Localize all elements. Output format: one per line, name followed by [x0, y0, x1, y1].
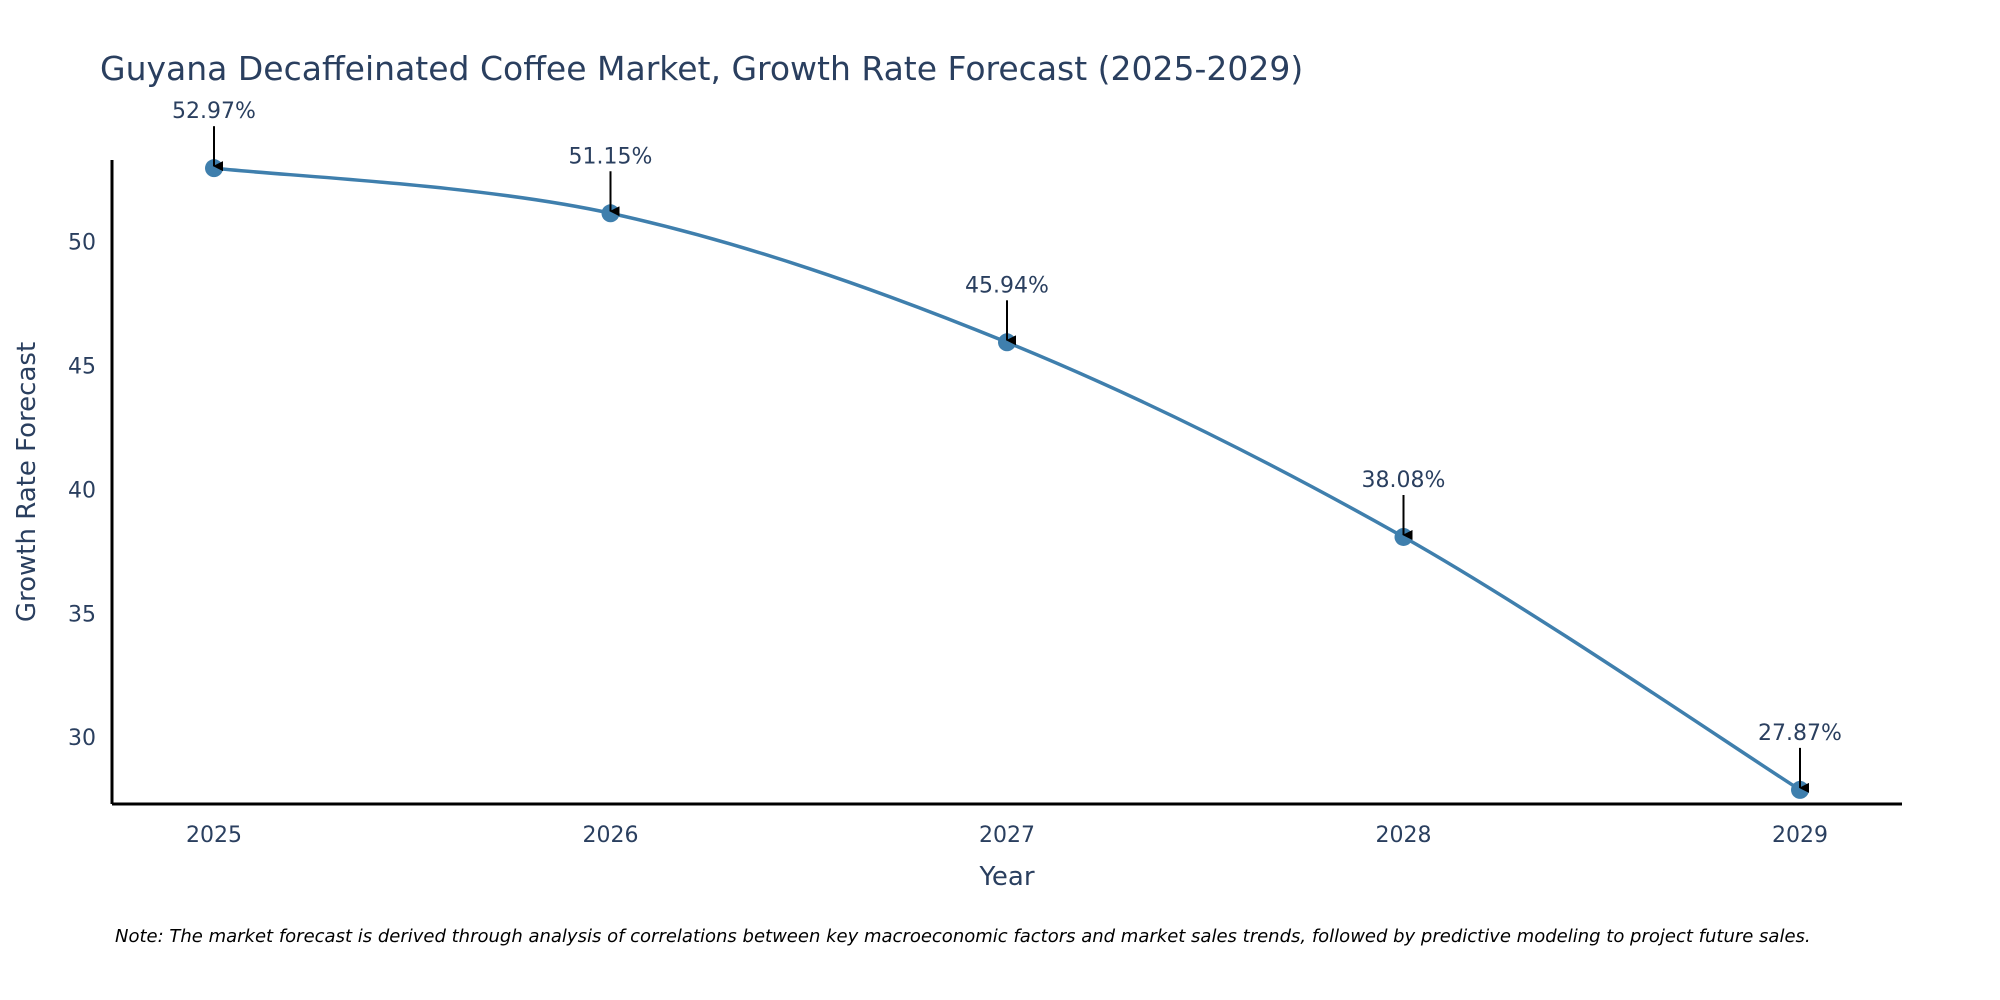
x-tick-label: 2029	[1772, 823, 1828, 848]
data-annotations: 52.97% 51.15% 45.94% 38.08% 27.87%	[172, 99, 1842, 793]
data-label: 27.87%	[1758, 721, 1842, 746]
x-tick-label: 2025	[186, 823, 242, 848]
y-tick-label: 35	[68, 602, 96, 627]
y-tick-label: 45	[68, 355, 96, 380]
y-axis-title: Growth Rate Forecast	[12, 342, 42, 622]
footnote: Note: The market forecast is derived thr…	[115, 926, 1811, 947]
data-label: 45.94%	[965, 273, 1049, 298]
y-axis-ticks: 30 35 40 45 50	[68, 231, 96, 751]
y-tick-label: 40	[68, 478, 96, 503]
y-tick-label: 50	[68, 231, 96, 256]
data-label: 51.15%	[569, 144, 653, 169]
y-tick-label: 30	[68, 726, 96, 751]
data-label: 38.08%	[1362, 468, 1446, 493]
chart-title: Guyana Decaffeinated Coffee Market, Grow…	[100, 49, 1303, 88]
x-tick-label: 2027	[979, 823, 1035, 848]
x-axis-ticks: 2025 2026 2027 2028 2029	[186, 823, 1828, 848]
data-markers	[205, 159, 1809, 799]
x-axis-title: Year	[978, 862, 1034, 892]
x-tick-label: 2028	[1376, 823, 1432, 848]
series-line-growth-rate	[213, 166, 1801, 792]
x-tick-label: 2026	[583, 823, 639, 848]
data-label: 52.97%	[172, 99, 256, 124]
